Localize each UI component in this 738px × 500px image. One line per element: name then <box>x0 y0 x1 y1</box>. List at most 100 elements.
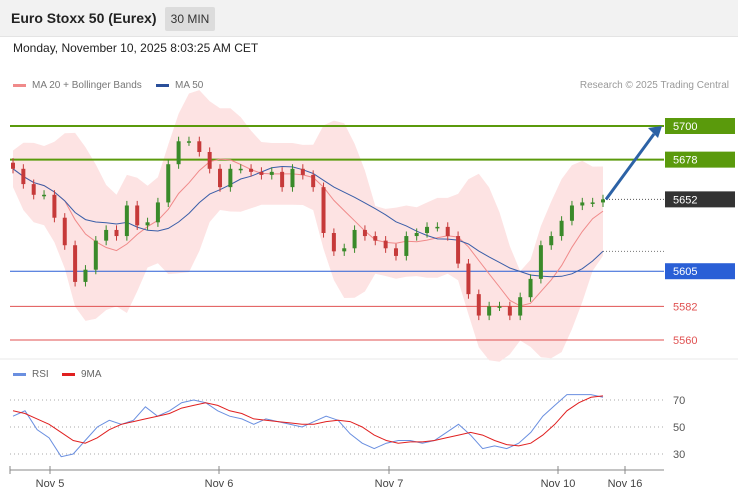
rsi-tick-70: 70 <box>673 395 685 407</box>
candle-body <box>290 168 295 188</box>
candle-body <box>228 168 233 188</box>
legend-ma50: MA 50 <box>156 80 203 91</box>
forecast-arrow-head <box>648 126 662 138</box>
legend-rsi: RSI <box>13 369 49 380</box>
timestamp: Monday, November 10, 2025 8:03:25 AM CET <box>13 41 259 55</box>
candle-body <box>197 141 202 152</box>
candle-body <box>176 141 181 165</box>
candle-body <box>528 278 533 298</box>
candle-body <box>404 236 409 256</box>
candle-body <box>342 248 347 252</box>
candle-body <box>207 151 212 169</box>
candle-body <box>11 162 15 169</box>
candle-body <box>425 226 430 233</box>
level-label-5652: 5652 <box>673 194 697 206</box>
ma20-line <box>12 158 604 307</box>
ma50-label: MA 50 <box>175 80 204 91</box>
candle-body <box>466 263 471 295</box>
candle-body <box>166 164 171 203</box>
candle-body <box>549 236 554 246</box>
x-axis: Nov 5 Nov 6 Nov 7 Nov 10 Nov 16 <box>9 466 664 490</box>
legend-rsi-ma: 9MA <box>62 369 102 380</box>
candle-body <box>321 187 326 233</box>
level-label-5582: 5582 <box>673 301 697 313</box>
rsi-panel: 70 50 30 <box>10 394 685 461</box>
candle-body <box>497 306 502 308</box>
level-label-5605: 5605 <box>673 266 697 278</box>
rsi-label: RSI <box>32 369 49 380</box>
research-credit: Research © 2025 Trading Central <box>579 80 729 91</box>
level-label-5678: 5678 <box>673 155 697 167</box>
candle-body <box>145 222 150 226</box>
forecast-arrow <box>604 126 662 201</box>
ma50-line <box>12 165 604 278</box>
candle-body <box>601 199 605 203</box>
timeframe-button[interactable]: 30 MIN <box>165 7 215 31</box>
level-tag-5700 <box>665 118 735 134</box>
candle-body <box>362 229 367 237</box>
candle-body <box>249 168 254 172</box>
candle-body <box>311 174 316 188</box>
candle-body <box>93 240 98 270</box>
candle-body <box>518 297 523 316</box>
candle-body <box>590 202 595 204</box>
x-tick-label: Nov 6 <box>205 478 234 490</box>
bollinger-band-area <box>13 90 603 362</box>
rsi-tick-50: 50 <box>673 422 685 434</box>
candle-body <box>269 171 274 175</box>
moving-averages <box>12 158 664 307</box>
candle-body <box>300 168 305 175</box>
rsi-ma-label: 9MA <box>81 369 102 380</box>
level-label-5560: 5560 <box>673 335 697 347</box>
candle-body <box>393 248 398 256</box>
rsi-line <box>12 394 604 458</box>
price-levels: 5700 5678 5652 5605 5582 5560 <box>10 118 735 347</box>
candle-body <box>238 168 243 171</box>
rsi-ma-line <box>12 395 604 447</box>
rsi-tick-30: 30 <box>673 449 685 461</box>
candle-body <box>414 233 419 237</box>
candle-body <box>352 229 357 249</box>
candle-body <box>62 217 67 246</box>
top-bar: Euro Stoxx 50 (Eurex) 30 MIN <box>0 0 738 37</box>
candle-body <box>559 220 564 237</box>
candle-body <box>114 229 119 237</box>
x-tick-label: Nov 5 <box>36 478 65 490</box>
level-tag-5652 <box>665 191 735 208</box>
ma20-label: MA 20 + Bollinger Bands <box>32 80 142 91</box>
rsi-swatch <box>13 373 26 376</box>
candle-body <box>445 226 450 237</box>
candle-body <box>435 226 440 229</box>
ma20-swatch <box>13 84 26 87</box>
candle-body <box>580 202 585 206</box>
legend-ma20: MA 20 + Bollinger Bands <box>13 80 142 91</box>
candle-body <box>569 205 574 221</box>
candle-body <box>186 141 191 143</box>
x-tick-label: Nov 16 <box>608 478 643 490</box>
candle-body <box>52 194 57 218</box>
candle-body <box>42 194 47 197</box>
level-tag-5678 <box>665 151 735 168</box>
bollinger-bands <box>13 90 603 362</box>
rsi-ma-swatch <box>62 373 75 376</box>
candle-body <box>31 184 36 195</box>
forecast-arrow-shaft <box>604 133 656 201</box>
candle-body <box>104 229 109 241</box>
candle-body <box>280 171 285 188</box>
candle-body <box>507 306 512 316</box>
candle-body <box>331 233 336 252</box>
candle-body <box>383 240 388 249</box>
candle-body <box>124 205 129 237</box>
ma50-swatch <box>156 84 169 87</box>
level-tag-5605 <box>665 263 735 280</box>
level-label-5700: 5700 <box>673 121 697 133</box>
candle-body <box>21 168 26 185</box>
x-tick-label: Nov 10 <box>541 478 576 490</box>
candle-body <box>373 236 378 241</box>
candle-body <box>218 168 223 188</box>
instrument-title: Euro Stoxx 50 (Eurex) <box>11 10 157 26</box>
candlesticks <box>11 136 605 321</box>
candle-body <box>83 269 88 282</box>
candle-body <box>155 202 160 223</box>
